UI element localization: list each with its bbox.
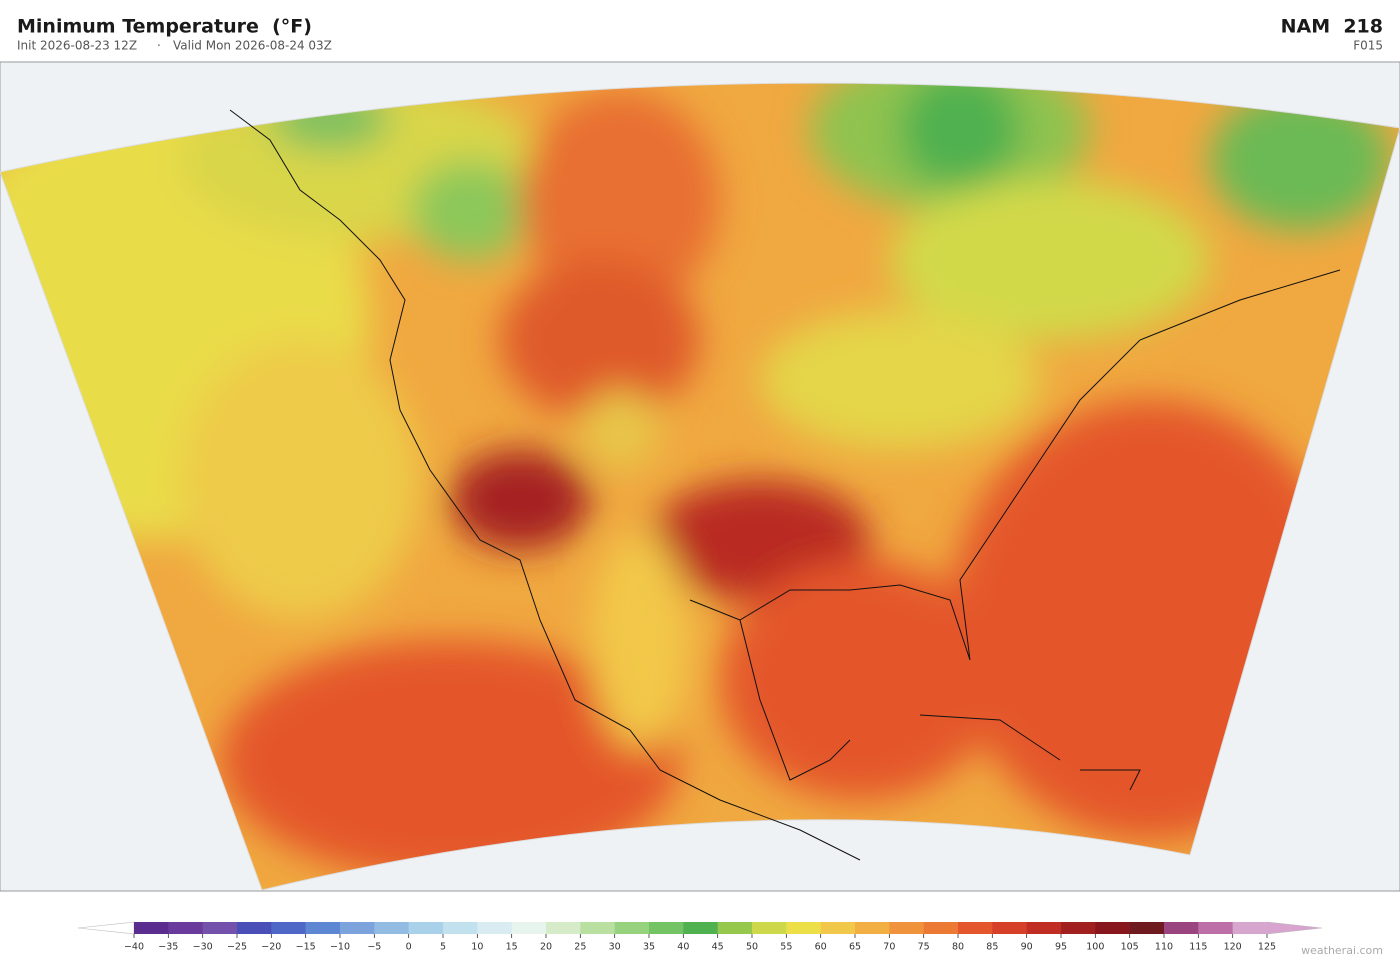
colorbar-bin [477, 922, 512, 934]
colorbar-tick-label: 0 [406, 942, 412, 953]
colorbar-bin [683, 922, 718, 934]
colorbar-bin [614, 922, 650, 934]
colorbar-tick-label: 90 [1021, 942, 1033, 953]
colorbar-bin [1198, 922, 1233, 934]
colorbar-bin [649, 922, 684, 934]
colorbar-tick-label: −10 [330, 942, 350, 953]
colorbar-tick-label: 65 [849, 942, 861, 953]
colorbar-bin [820, 922, 856, 934]
colorbar-tick-label: 45 [712, 942, 724, 953]
colorbar-tick-label: 100 [1086, 942, 1104, 953]
forecast-hour: F015 [1353, 39, 1383, 53]
colorbar-tick-label: 125 [1258, 942, 1276, 953]
colorbar-tick-label: 55 [780, 942, 792, 953]
colorbar-tick-label: −35 [158, 942, 178, 953]
colorbar-tick-label: −40 [124, 942, 144, 953]
colorbar-bin [1026, 922, 1062, 934]
colorbar-under [77, 921, 135, 935]
colorbar-bin [855, 922, 890, 934]
colorbar-tick-label: 95 [1055, 942, 1067, 953]
colorbar: −40 −35 −30 −25 −20 −15 −10 −5 0 5 10 15 20 25 30 35 40 4… [77, 921, 1323, 953]
colorbar-bin [786, 922, 821, 934]
colorbar-bin [408, 922, 444, 934]
colorbar-bin [1232, 922, 1268, 934]
colorbar-bin [992, 922, 1027, 934]
colorbar-bin [168, 922, 203, 934]
colorbar-tick-label: 20 [540, 942, 552, 953]
colorbar-bin [511, 922, 547, 934]
colorbar-tick-label: 30 [609, 942, 621, 953]
colorbar-tick-label: 40 [677, 942, 689, 953]
model-name: NAM 218 [1281, 16, 1383, 38]
colorbar-tick-label: 85 [986, 942, 998, 953]
colorbar-bin [237, 922, 272, 934]
colorbar-bin [752, 922, 787, 934]
colorbar-bin [889, 922, 924, 934]
domain-outline [0, 82, 1400, 891]
colorbar-tick-label: −15 [296, 942, 316, 953]
colorbar-tick-label: −25 [227, 942, 247, 953]
map [0, 61, 1400, 892]
colorbar-tick-label: 5 [440, 942, 446, 953]
colorbar-tick-label: 70 [883, 942, 895, 953]
colorbar-bin [1164, 922, 1199, 934]
colorbar-tick-label: 120 [1224, 942, 1242, 953]
init-time: Init 2026-08-23 12Z [17, 39, 137, 53]
colorbar-bin [443, 922, 478, 934]
colorbar-bin [717, 922, 753, 934]
colorbar-bin [958, 922, 993, 934]
separator: · [157, 39, 161, 53]
colorbar-bin [134, 922, 169, 934]
colorbar-bin [271, 922, 306, 934]
colorbar-tick-label: 80 [952, 942, 964, 953]
colorbar-tick-label: 50 [746, 942, 758, 953]
colorbar-bin [305, 922, 341, 934]
colorbar-tick-label: 115 [1189, 942, 1207, 953]
colorbar-tick-label: 10 [471, 942, 483, 953]
colorbar-bin [923, 922, 959, 934]
colorbar-tick-label: 25 [574, 942, 586, 953]
colorbar-tick-label: −5 [367, 942, 381, 953]
colorbar-bin [1095, 922, 1130, 934]
valid-time: Valid Mon 2026-08-24 03Z [173, 39, 332, 53]
watermark: weatherai.com [1301, 944, 1383, 957]
colorbar-tick-label: 75 [918, 942, 930, 953]
colorbar-tick-label: −20 [261, 942, 281, 953]
colorbar-bin [340, 922, 375, 934]
coastlines [229, 109, 1341, 861]
colorbar-bin [580, 922, 615, 934]
colorbar-tick-label: 15 [506, 942, 518, 953]
colorbar-tick-label: 35 [643, 942, 655, 953]
colorbar-bin [202, 922, 238, 934]
colorbar-tick-label: −30 [193, 942, 213, 953]
colorbar-over [1266, 921, 1323, 935]
colorbar-bin [546, 922, 581, 934]
colorbar-tick-label: 60 [815, 942, 827, 953]
colorbar-tick-label: 105 [1121, 942, 1139, 953]
colorbar-tick-label: 110 [1155, 942, 1173, 953]
temperature-field [0, 83, 1400, 891]
colorbar-bin [374, 922, 409, 934]
colorbar-bin [1129, 922, 1165, 934]
colorbar-bin [1061, 922, 1096, 934]
title: Minimum Temperature (°F) [17, 16, 312, 38]
